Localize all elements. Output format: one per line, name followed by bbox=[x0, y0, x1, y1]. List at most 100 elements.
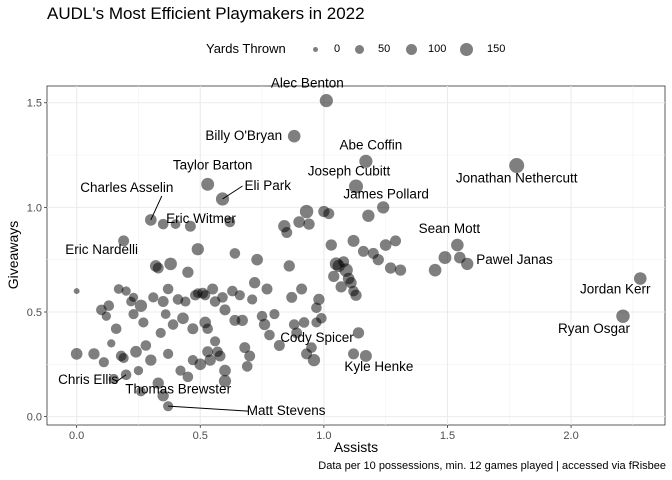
data-point bbox=[273, 340, 285, 351]
player-label: Billy O'Bryan bbox=[205, 128, 282, 143]
x-tick-label: 2.0 bbox=[563, 430, 578, 442]
data-point bbox=[219, 304, 231, 316]
data-point bbox=[101, 311, 111, 321]
grid bbox=[47, 86, 665, 425]
data-point bbox=[138, 317, 149, 328]
data-point bbox=[394, 264, 407, 276]
x-tick-label: 0.0 bbox=[69, 430, 84, 442]
data-points bbox=[70, 94, 647, 412]
data-point-labeled bbox=[201, 177, 215, 191]
data-point bbox=[210, 336, 221, 347]
data-point-labeled bbox=[359, 154, 373, 168]
data-point bbox=[390, 235, 402, 247]
label-leader-line bbox=[115, 374, 127, 383]
player-label: Chris Ellis bbox=[58, 372, 118, 387]
data-point bbox=[70, 348, 83, 360]
data-point bbox=[214, 350, 226, 362]
data-point-labeled bbox=[319, 94, 333, 108]
data-point bbox=[328, 270, 340, 283]
player-label: Charles Asselin bbox=[80, 180, 173, 195]
data-point bbox=[202, 323, 213, 335]
player-label: Jordan Kerr bbox=[580, 282, 651, 297]
y-tick-label: 1.5 bbox=[27, 98, 42, 110]
player-label: Sean Mott bbox=[419, 221, 481, 236]
data-point bbox=[177, 312, 189, 325]
y-tick-label: 1.0 bbox=[27, 202, 42, 214]
data-point bbox=[261, 283, 273, 295]
legend-label-150: 150 bbox=[487, 43, 506, 55]
player-label: Taylor Barton bbox=[173, 157, 253, 172]
data-point bbox=[140, 340, 152, 351]
legend-label-0: 0 bbox=[334, 43, 341, 55]
data-point bbox=[293, 216, 305, 228]
caption: Data per 10 possessions, min. 12 games p… bbox=[318, 460, 666, 472]
data-point-labeled bbox=[633, 272, 647, 285]
data-point bbox=[283, 260, 295, 272]
data-point bbox=[316, 312, 327, 324]
data-point bbox=[311, 302, 322, 314]
x-tick-label: 1.5 bbox=[440, 430, 455, 442]
data-point bbox=[247, 294, 258, 305]
data-point bbox=[264, 329, 275, 341]
data-point-labeled bbox=[307, 353, 321, 367]
data-point bbox=[224, 216, 236, 228]
data-point bbox=[155, 327, 166, 339]
data-point bbox=[145, 354, 157, 366]
data-point bbox=[218, 374, 232, 388]
player-label: Thomas Brewster bbox=[125, 382, 231, 397]
data-point bbox=[229, 248, 241, 259]
data-point bbox=[248, 277, 261, 289]
data-point bbox=[175, 365, 186, 376]
data-point bbox=[350, 289, 362, 301]
data-point bbox=[136, 386, 146, 397]
data-point bbox=[128, 309, 139, 320]
player-label: Alec Benton bbox=[271, 76, 344, 91]
data-point bbox=[130, 345, 142, 358]
data-point bbox=[204, 354, 216, 366]
data-point bbox=[379, 239, 392, 251]
data-point bbox=[323, 208, 335, 220]
data-point bbox=[296, 283, 308, 295]
legend-key-50 bbox=[355, 45, 364, 54]
data-point bbox=[207, 283, 219, 295]
data-point bbox=[286, 291, 298, 303]
data-point bbox=[269, 309, 280, 320]
data-point bbox=[133, 365, 144, 376]
data-point bbox=[152, 377, 164, 389]
data-point-labeled bbox=[349, 179, 363, 194]
data-point bbox=[345, 277, 357, 289]
plot-panel bbox=[46, 85, 666, 426]
data-point bbox=[348, 348, 360, 360]
chart-title: AUDL's Most Efficient Playmakers in 2022 bbox=[47, 4, 365, 23]
data-point bbox=[162, 283, 174, 295]
data-point bbox=[191, 243, 204, 256]
data-point bbox=[184, 220, 196, 232]
data-point bbox=[428, 263, 442, 277]
data-point-labeled bbox=[509, 158, 525, 174]
data-point bbox=[234, 290, 245, 301]
data-point-labeled bbox=[451, 238, 464, 252]
data-point bbox=[281, 227, 293, 238]
player-label: Matt Stevens bbox=[247, 403, 326, 418]
data-point bbox=[163, 348, 174, 359]
player-label: Abe Coffin bbox=[339, 137, 402, 152]
data-point bbox=[384, 262, 397, 274]
player-label: Jonathan Nethercutt bbox=[456, 171, 578, 186]
data-point-labeled bbox=[157, 218, 169, 230]
data-point bbox=[88, 348, 100, 360]
data-point bbox=[182, 266, 194, 278]
data-point bbox=[187, 355, 198, 366]
data-point bbox=[362, 209, 375, 222]
player-label: Cody Spicer bbox=[280, 330, 354, 345]
y-tick-label: 0.5 bbox=[27, 307, 42, 319]
data-point bbox=[167, 319, 179, 330]
y-tick-label: 0.0 bbox=[27, 412, 42, 424]
data-point bbox=[113, 284, 124, 294]
data-point-labeled bbox=[359, 349, 372, 362]
data-point bbox=[152, 262, 164, 274]
data-point bbox=[313, 293, 325, 306]
data-point bbox=[303, 218, 315, 230]
size-legend: Yards Thrown 0 50 100 150 bbox=[0, 0, 672, 80]
data-point bbox=[121, 286, 131, 296]
